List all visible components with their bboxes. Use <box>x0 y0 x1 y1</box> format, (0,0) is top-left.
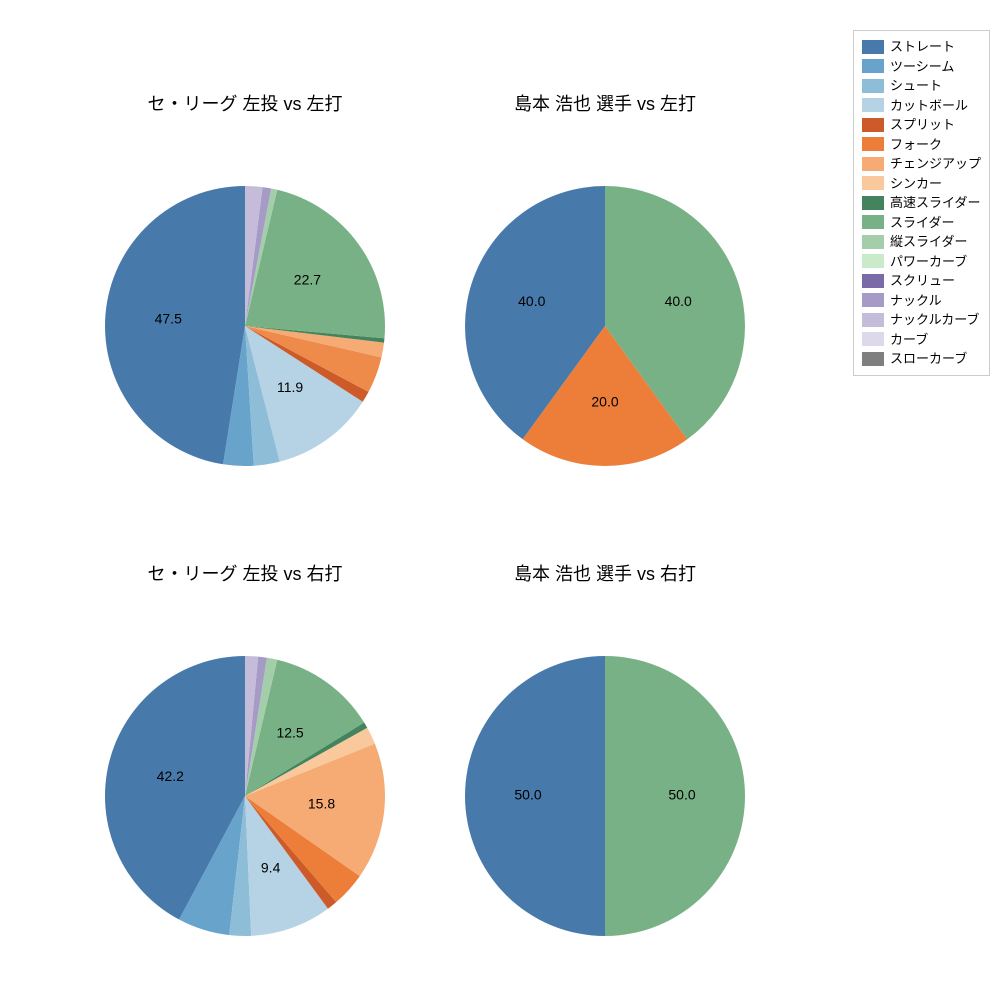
legend-label: シンカー <box>890 174 942 194</box>
legend-item: ツーシーム <box>862 57 981 77</box>
legend-item: カーブ <box>862 330 981 350</box>
legend-swatch <box>862 157 884 171</box>
pie-chart: 47.5 11.9 22.7 <box>70 126 420 506</box>
legend-item: ストレート <box>862 37 981 57</box>
pie-panel-bl: セ・リーグ 左投 vs 右打 42.2 9.4 15.8 12.5 <box>70 560 420 1000</box>
legend-swatch <box>862 274 884 288</box>
legend-item: フォーク <box>862 135 981 155</box>
legend-label: フォーク <box>890 135 942 155</box>
slice-label: 47.5 <box>155 311 182 327</box>
legend-label: シュート <box>890 76 942 96</box>
legend-label: スプリット <box>890 115 955 135</box>
legend-item: スクリュー <box>862 271 981 291</box>
legend-item: 縦スライダー <box>862 232 981 252</box>
pie-title: セ・リーグ 左投 vs 右打 <box>70 560 420 586</box>
legend-label: ツーシーム <box>890 57 954 77</box>
legend-item: スライダー <box>862 213 981 233</box>
legend-swatch <box>862 254 884 268</box>
legend-item: パワーカーブ <box>862 252 981 272</box>
legend-label: スライダー <box>890 213 954 233</box>
legend-swatch <box>862 215 884 229</box>
legend-item: スプリット <box>862 115 981 135</box>
legend-item: カットボール <box>862 96 981 116</box>
legend-item: シンカー <box>862 174 981 194</box>
legend-swatch <box>862 137 884 151</box>
legend-item: チェンジアップ <box>862 154 981 174</box>
pie-panel-br: 島本 浩也 選手 vs 右打 50.0 50.0 <box>430 560 780 1000</box>
legend-item: ナックルカーブ <box>862 310 981 330</box>
legend-swatch <box>862 352 884 366</box>
legend-label: 縦スライダー <box>890 232 967 252</box>
legend-label: カットボール <box>890 96 968 116</box>
legend-swatch <box>862 59 884 73</box>
legend-item: シュート <box>862 76 981 96</box>
pie-title: 島本 浩也 選手 vs 左打 <box>430 90 780 116</box>
pie-panel-tr: 島本 浩也 選手 vs 左打 40.0 20.0 40.0 <box>430 90 780 530</box>
legend: ストレートツーシームシュートカットボールスプリットフォークチェンジアップシンカー… <box>853 30 990 376</box>
slice-label: 20.0 <box>591 394 618 410</box>
slice-label: 40.0 <box>665 293 692 309</box>
legend-item: 高速スライダー <box>862 193 981 213</box>
legend-label: スローカーブ <box>890 349 967 369</box>
slice-label: 12.5 <box>276 724 303 740</box>
slice-label: 22.7 <box>294 272 321 288</box>
legend-swatch <box>862 40 884 54</box>
pie-title: 島本 浩也 選手 vs 右打 <box>430 560 780 586</box>
legend-item: スローカーブ <box>862 349 981 369</box>
pie-title: セ・リーグ 左投 vs 左打 <box>70 90 420 116</box>
slice-label: 9.4 <box>261 859 281 875</box>
pie-panel-tl: セ・リーグ 左投 vs 左打 47.5 11.9 22.7 <box>70 90 420 530</box>
legend-label: 高速スライダー <box>890 193 980 213</box>
legend-item: ナックル <box>862 291 981 311</box>
legend-swatch <box>862 79 884 93</box>
pie-chart: 50.0 50.0 <box>430 596 780 976</box>
legend-swatch <box>862 235 884 249</box>
slice-label: 15.8 <box>308 795 335 811</box>
legend-swatch <box>862 118 884 132</box>
legend-swatch <box>862 196 884 210</box>
slice-label: 42.2 <box>157 768 184 784</box>
pie-chart: 42.2 9.4 15.8 12.5 <box>70 596 420 976</box>
slice-label: 50.0 <box>514 787 541 803</box>
slice-label: 40.0 <box>518 293 545 309</box>
legend-swatch <box>862 98 884 112</box>
legend-label: スクリュー <box>890 271 955 291</box>
slice-label: 11.9 <box>277 379 303 395</box>
legend-swatch <box>862 332 884 346</box>
pie-chart: 40.0 20.0 40.0 <box>430 126 780 506</box>
legend-swatch <box>862 313 884 327</box>
slice-label: 50.0 <box>668 787 695 803</box>
legend-swatch <box>862 293 884 307</box>
legend-swatch <box>862 176 884 190</box>
legend-label: パワーカーブ <box>890 252 967 272</box>
legend-label: ナックルカーブ <box>890 310 979 330</box>
legend-label: チェンジアップ <box>890 154 981 174</box>
legend-label: ナックル <box>890 291 942 311</box>
chart-area: セ・リーグ 左投 vs 左打47.511.922.7島本 浩也 選手 vs 左打… <box>30 30 770 970</box>
legend-label: カーブ <box>890 330 928 350</box>
legend-label: ストレート <box>890 37 955 57</box>
